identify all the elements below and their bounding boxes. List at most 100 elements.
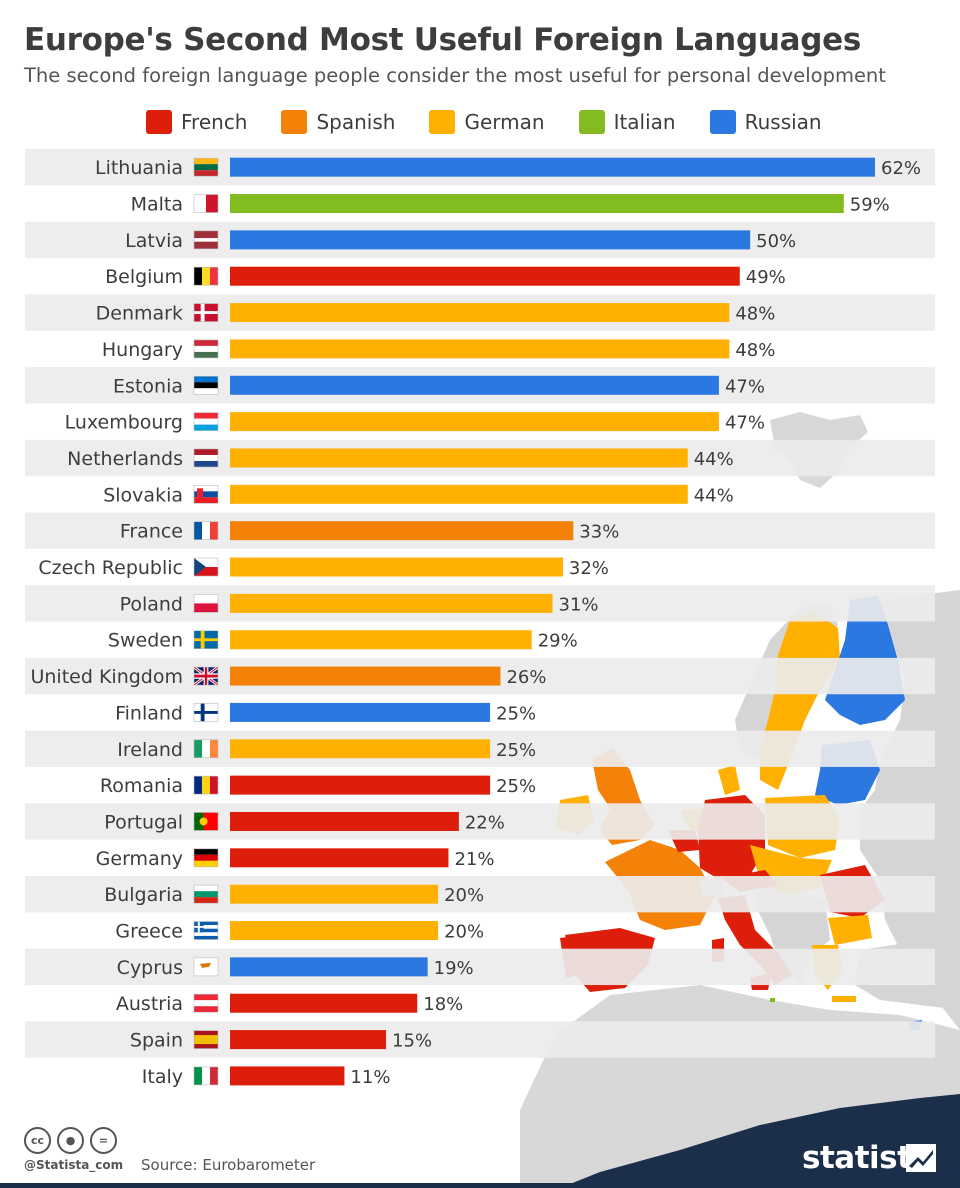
hungary-flag	[193, 339, 219, 359]
bar-czech-republic	[230, 557, 563, 577]
category-label-germany: Germany	[96, 848, 183, 870]
value-label-portugal: 22%	[465, 812, 505, 833]
legend-swatch-spanish	[281, 110, 308, 134]
value-label-italy: 11%	[350, 1067, 390, 1088]
bar-sweden	[230, 630, 532, 650]
category-label-greece: Greece	[115, 921, 183, 943]
category-label-latvia: Latvia	[125, 230, 183, 252]
germany-flag	[193, 848, 219, 868]
map-region-denmark	[718, 765, 740, 795]
greece-flag	[193, 921, 219, 940]
legend-item-italian: Italian	[578, 110, 676, 134]
map-region-crete	[832, 996, 856, 1002]
category-label-hungary: Hungary	[102, 339, 183, 361]
map-region-bulgaria	[828, 915, 872, 945]
row-band-spain	[25, 1021, 935, 1058]
value-label-poland: 31%	[559, 594, 599, 615]
value-label-germany: 21%	[454, 849, 494, 870]
value-label-france: 33%	[579, 522, 619, 543]
cyprus-flag	[193, 957, 219, 977]
legend-item-french: French	[146, 110, 247, 134]
bar-spain	[230, 1030, 387, 1050]
creative-commons-icon[interactable]: cc	[24, 1127, 51, 1154]
bar-poland	[230, 593, 553, 613]
value-label-finland: 25%	[496, 703, 536, 724]
romania-flag	[193, 775, 219, 795]
row-band-cyprus	[25, 948, 935, 986]
category-label-czech-republic: Czech Republic	[38, 557, 183, 579]
denmark-flag	[193, 303, 219, 322]
value-label-latvia: 50%	[756, 231, 796, 252]
value-label-spain: 15%	[392, 1031, 432, 1052]
legend-item-russian: Russian	[709, 110, 822, 134]
value-label-bulgaria: 20%	[444, 885, 484, 906]
luxembourg-flag	[193, 412, 219, 431]
austria-flag	[193, 993, 219, 1013]
category-label-bulgaria: Bulgaria	[104, 884, 183, 906]
bar-austria	[230, 993, 418, 1013]
value-label-united-kingdom: 26%	[506, 667, 546, 688]
bar-latvia	[230, 230, 751, 250]
value-label-romania: 25%	[496, 776, 536, 797]
legend-label-russian: Russian	[744, 110, 822, 134]
category-label-lithuania: Lithuania	[95, 157, 183, 179]
footer-bottom-line	[0, 1183, 960, 1188]
bulgaria-flag	[193, 884, 219, 904]
lithuania-flag	[193, 157, 219, 177]
bar-denmark	[230, 303, 730, 323]
legend-label-spanish: Spanish	[316, 110, 396, 134]
category-label-luxembourg: Luxembourg	[65, 412, 183, 434]
estonia-flag	[193, 375, 219, 395]
bar-slovakia	[230, 484, 688, 504]
category-label-slovakia: Slovakia	[103, 484, 183, 506]
spain-flag	[193, 1030, 219, 1049]
bar-romania	[230, 775, 491, 795]
value-label-luxembourg: 47%	[725, 413, 765, 434]
bar-estonia	[230, 375, 719, 395]
slovakia-flag	[193, 485, 219, 504]
legend-item-spanish: Spanish	[281, 110, 395, 134]
category-label-spain: Spain	[130, 1030, 183, 1052]
attribution-icon[interactable]: ●	[57, 1127, 84, 1154]
legend-swatch-russian	[709, 110, 736, 134]
bar-greece	[230, 921, 439, 941]
bar-netherlands	[230, 448, 688, 468]
source-note: Source: Eurobarometer	[141, 1156, 316, 1174]
bar-malta	[230, 194, 844, 214]
netherlands-flag	[193, 448, 219, 468]
chart-subtitle: The second foreign language people consi…	[24, 64, 886, 87]
belgium-flag	[193, 266, 219, 286]
ireland-flag	[193, 739, 219, 759]
category-label-france: France	[120, 521, 183, 543]
legend: French Spanish German Italian Russian	[146, 106, 856, 138]
legend-label-french: French	[181, 110, 248, 134]
category-label-united-kingdom: United Kingdom	[30, 666, 183, 688]
chart-title: Europe's Second Most Useful Foreign Lang…	[24, 22, 861, 58]
license-icons: cc ● =	[24, 1127, 123, 1154]
czech-republic-flag	[193, 557, 219, 577]
no-derivatives-icon[interactable]: =	[90, 1127, 117, 1154]
bar-lithuania	[230, 157, 875, 177]
footer-wave	[560, 1094, 960, 1188]
legend-item-german: German	[429, 110, 545, 134]
value-label-czech-republic: 32%	[569, 558, 609, 579]
statista-logo-icon[interactable]	[906, 1144, 936, 1172]
value-label-greece: 20%	[444, 922, 484, 943]
statista-handle[interactable]: @Statista_com	[24, 1158, 124, 1172]
value-label-austria: 18%	[423, 994, 463, 1015]
category-label-ireland: Ireland	[117, 739, 183, 761]
value-label-hungary: 48%	[735, 340, 775, 361]
category-label-portugal: Portugal	[104, 811, 183, 833]
category-label-malta: Malta	[131, 194, 183, 216]
value-label-cyprus: 19%	[434, 958, 474, 979]
italy-flag	[193, 1066, 219, 1086]
finland-flag	[193, 703, 219, 722]
bar-united-kingdom	[230, 666, 501, 686]
category-label-austria: Austria	[116, 993, 183, 1015]
value-label-malta: 59%	[850, 195, 890, 216]
value-label-slovakia: 44%	[694, 485, 734, 506]
bar-cyprus	[230, 957, 428, 977]
value-label-belgium: 49%	[746, 267, 786, 288]
portugal-flag	[193, 812, 219, 831]
latvia-flag	[193, 230, 219, 250]
